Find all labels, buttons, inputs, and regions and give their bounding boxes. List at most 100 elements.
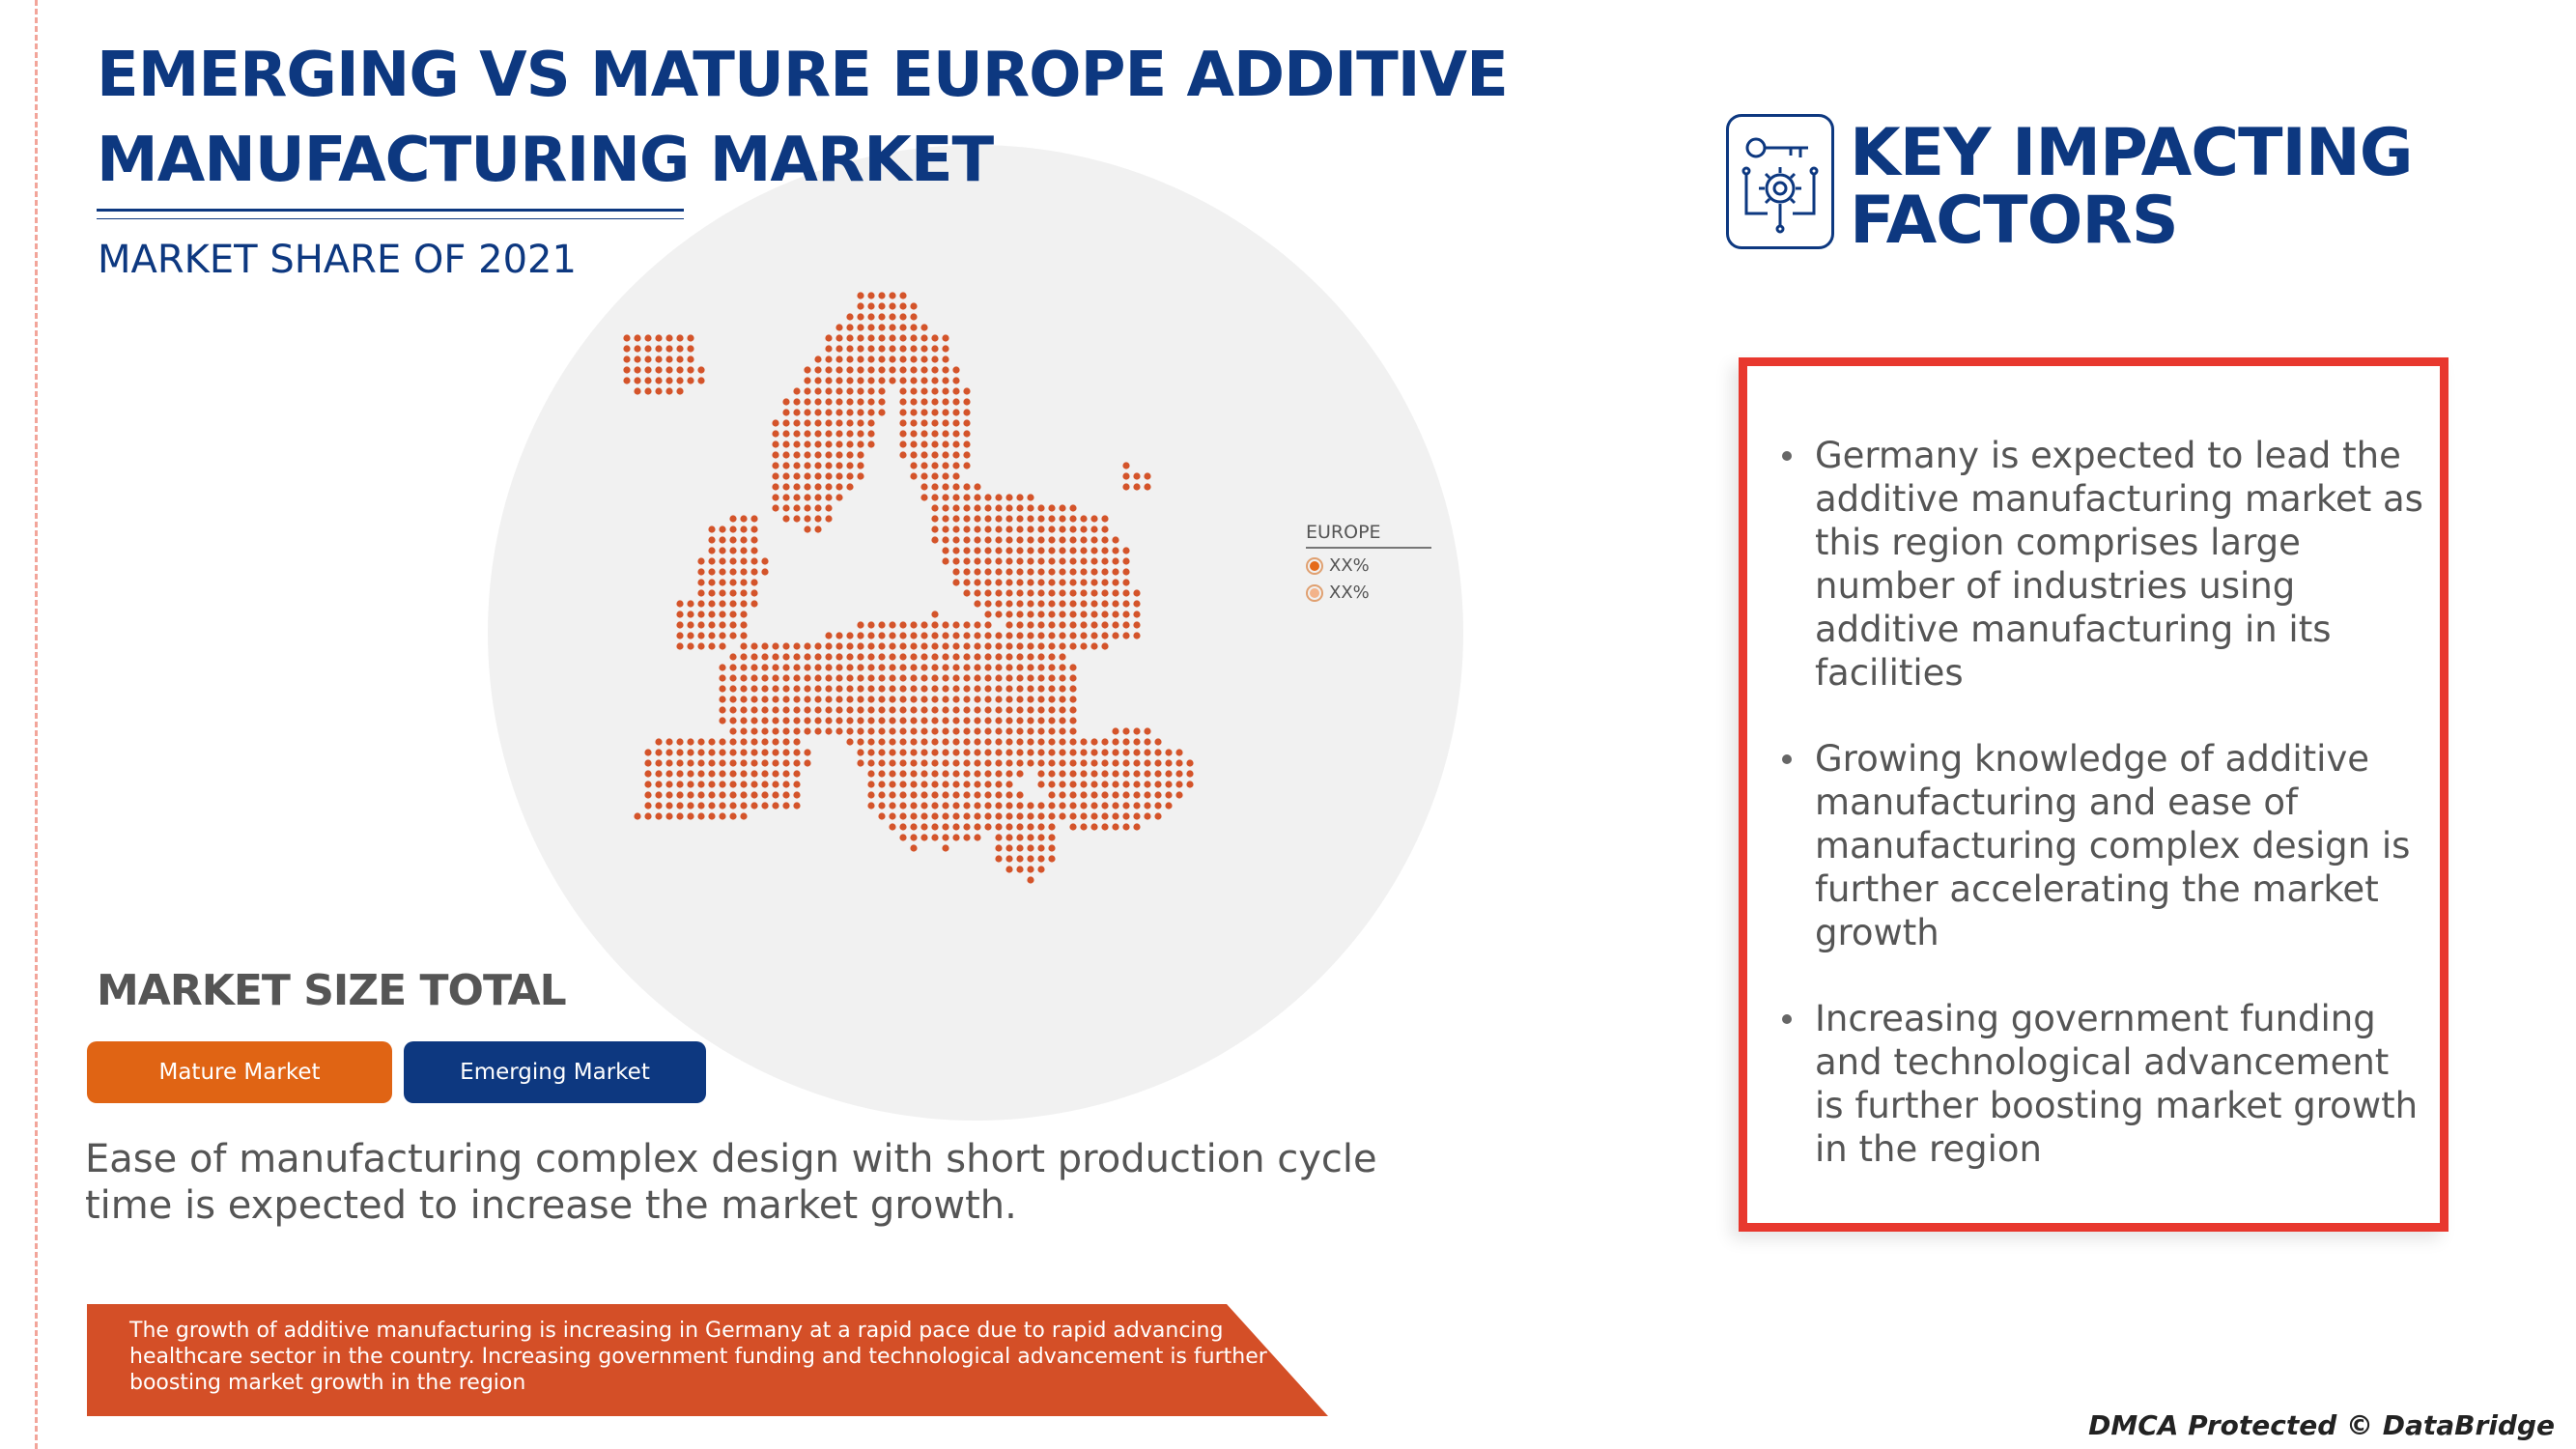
map-dot xyxy=(1048,749,1056,756)
map-dot xyxy=(1048,759,1056,767)
map-dot xyxy=(793,781,801,788)
map-dot xyxy=(846,355,854,363)
map-dot xyxy=(899,781,907,788)
map-dot xyxy=(1005,749,1013,756)
map-dot xyxy=(920,642,928,650)
map-dot xyxy=(995,706,1003,714)
map-dot xyxy=(835,706,843,714)
map-dot xyxy=(1112,823,1119,831)
map-dot xyxy=(676,355,684,363)
map-dot xyxy=(867,653,875,661)
emerging-market-button[interactable]: Emerging Market xyxy=(404,1041,706,1103)
map-dot xyxy=(942,749,949,756)
map-dot xyxy=(942,483,949,491)
map-dot xyxy=(867,664,875,671)
map-dot xyxy=(1090,642,1098,650)
map-dot xyxy=(867,334,875,342)
map-dot xyxy=(1101,579,1109,586)
map-dot xyxy=(1059,706,1066,714)
mature-market-button[interactable]: Mature Market xyxy=(87,1041,392,1103)
map-dot xyxy=(1059,664,1066,671)
map-dot xyxy=(878,738,886,746)
map-dot xyxy=(1005,547,1013,554)
map-dot xyxy=(740,632,748,639)
map-dot xyxy=(761,642,769,650)
map-dot xyxy=(974,547,981,554)
map-dot xyxy=(1027,738,1034,746)
map-dot xyxy=(889,653,896,661)
map-dot xyxy=(814,642,822,650)
map-dot xyxy=(772,717,779,724)
map-dot xyxy=(772,642,779,650)
map-dot xyxy=(814,664,822,671)
map-dot xyxy=(676,621,684,629)
map-dot xyxy=(857,292,864,299)
map-dot xyxy=(974,664,981,671)
map-dot xyxy=(1069,579,1077,586)
map-dot xyxy=(857,759,864,767)
map-dot xyxy=(1005,579,1013,586)
map-dot xyxy=(1069,536,1077,544)
map-dot xyxy=(1133,791,1141,799)
map-dot xyxy=(697,589,705,597)
map-dot xyxy=(772,419,779,427)
map-dot xyxy=(1027,515,1034,523)
map-dot xyxy=(740,515,748,523)
map-dot xyxy=(952,621,960,629)
map-dot xyxy=(729,685,737,693)
map-dot xyxy=(1027,834,1034,841)
map-dot xyxy=(878,313,886,321)
map-dot xyxy=(740,642,748,650)
map-dot xyxy=(931,642,939,650)
map-dot xyxy=(1016,504,1024,512)
map-dot xyxy=(846,483,854,491)
map-dot xyxy=(804,526,811,533)
map-dot xyxy=(995,526,1003,533)
map-dot xyxy=(963,547,971,554)
map-dot xyxy=(878,398,886,406)
map-dot xyxy=(920,781,928,788)
map-dot xyxy=(750,802,758,810)
map-dot xyxy=(782,696,790,703)
map-dot xyxy=(687,632,694,639)
map-dot xyxy=(910,621,918,629)
map-dot xyxy=(1048,685,1056,693)
map-dot xyxy=(952,409,960,416)
map-dot xyxy=(878,727,886,735)
map-dot xyxy=(772,494,779,501)
map-dot xyxy=(1059,749,1066,756)
map-dot xyxy=(1069,600,1077,608)
map-dot xyxy=(1037,568,1045,576)
map-dot xyxy=(1048,600,1056,608)
map-dot xyxy=(750,568,758,576)
map-dot xyxy=(1080,579,1088,586)
map-dot xyxy=(1080,802,1088,810)
map-dot xyxy=(719,536,726,544)
map-dot xyxy=(857,738,864,746)
map-dot xyxy=(1154,759,1162,767)
map-dot xyxy=(772,462,779,469)
map-dot xyxy=(1005,685,1013,693)
map-dot xyxy=(825,717,833,724)
map-dot xyxy=(1037,749,1045,756)
map-dot xyxy=(1016,770,1024,778)
map-dot xyxy=(793,387,801,395)
map-dot xyxy=(931,494,939,501)
map-dot xyxy=(857,398,864,406)
map-dot xyxy=(772,653,779,661)
map-dot xyxy=(974,504,981,512)
map-dot xyxy=(931,727,939,735)
map-dot xyxy=(1048,557,1056,565)
map-dot xyxy=(910,345,918,353)
map-dot xyxy=(814,515,822,523)
map-dot xyxy=(952,398,960,406)
map-dot xyxy=(835,462,843,469)
map-dot xyxy=(1101,611,1109,618)
map-dot xyxy=(984,791,992,799)
map-dot xyxy=(974,632,981,639)
map-dot xyxy=(697,366,705,374)
map-dot xyxy=(750,791,758,799)
map-dot xyxy=(1069,770,1077,778)
map-dot xyxy=(974,749,981,756)
map-dot xyxy=(1069,812,1077,820)
